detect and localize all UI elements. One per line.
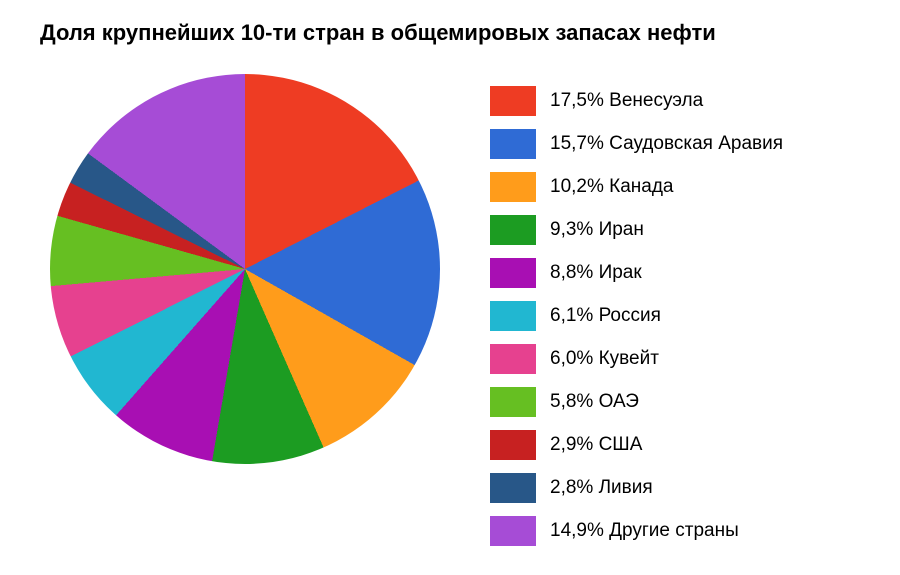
legend-label: 2,9% США — [550, 434, 642, 456]
legend-item: 6,1% Россия — [490, 299, 783, 333]
legend-swatch — [490, 258, 536, 288]
legend-item: 17,5% Венесуэла — [490, 84, 783, 118]
legend-label: 10,2% Канада — [550, 176, 674, 198]
legend-item: 9,3% Иран — [490, 213, 783, 247]
legend-item: 8,8% Ирак — [490, 256, 783, 290]
legend-label: 15,7% Саудовская Аравия — [550, 133, 783, 155]
legend-label: 6,1% Россия — [550, 305, 661, 327]
legend-swatch — [490, 301, 536, 331]
legend-label: 9,3% Иран — [550, 219, 644, 241]
legend-label: 17,5% Венесуэла — [550, 90, 703, 112]
legend-item: 2,9% США — [490, 428, 783, 462]
legend-swatch — [490, 129, 536, 159]
legend-item: 5,8% ОАЭ — [490, 385, 783, 419]
pie-wrapper — [50, 74, 440, 464]
legend-item: 10,2% Канада — [490, 170, 783, 204]
chart-title: Доля крупнейших 10-ти стран в общемировы… — [30, 20, 870, 46]
legend-item: 14,9% Другие страны — [490, 514, 783, 548]
legend-label: 8,8% Ирак — [550, 262, 642, 284]
chart-area: 17,5% Венесуэла 15,7% Саудовская Аравия 10… — [30, 64, 870, 548]
legend-item: 15,7% Саудовская Аравия — [490, 127, 783, 161]
pie-chart — [50, 74, 440, 464]
legend-item: 2,8% Ливия — [490, 471, 783, 505]
legend-swatch — [490, 473, 536, 503]
legend-swatch — [490, 387, 536, 417]
legend-swatch — [490, 86, 536, 116]
legend-item: 6,0% Кувейт — [490, 342, 783, 376]
legend-label: 14,9% Другие страны — [550, 520, 739, 542]
legend-label: 2,8% Ливия — [550, 477, 653, 499]
legend-swatch — [490, 516, 536, 546]
legend-swatch — [490, 215, 536, 245]
legend: 17,5% Венесуэла 15,7% Саудовская Аравия 10… — [490, 84, 783, 548]
chart-container: Доля крупнейших 10-ти стран в общемировы… — [0, 0, 900, 575]
legend-swatch — [490, 344, 536, 374]
legend-label: 5,8% ОАЭ — [550, 391, 639, 413]
legend-label: 6,0% Кувейт — [550, 348, 659, 370]
legend-swatch — [490, 172, 536, 202]
legend-swatch — [490, 430, 536, 460]
